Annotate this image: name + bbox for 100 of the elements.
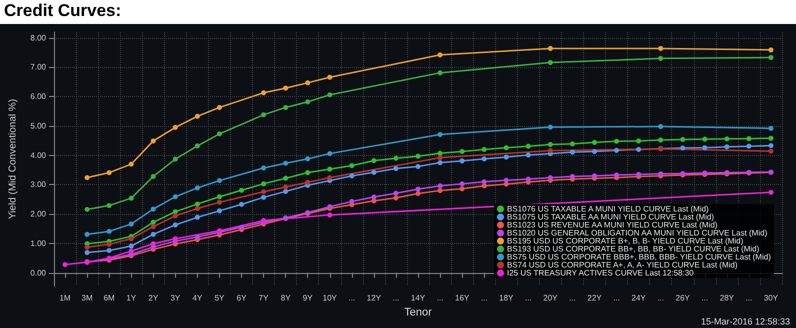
- point: [658, 46, 664, 51]
- point: [216, 208, 222, 214]
- point: [283, 176, 288, 181]
- point: [327, 92, 332, 98]
- point: [504, 145, 509, 150]
- x-tick-label: 18Y: [499, 294, 514, 302]
- point: [305, 99, 310, 104]
- point: [172, 213, 178, 218]
- point: [172, 194, 178, 200]
- point: [172, 236, 178, 242]
- point: [106, 170, 112, 176]
- point: [349, 198, 354, 204]
- point: [283, 104, 288, 110]
- point: [371, 170, 376, 175]
- x-tick-label: 4Y: [192, 294, 203, 302]
- point: [194, 234, 200, 240]
- point: [261, 194, 266, 200]
- y-axis-title: Yield (Mid Conventional %): [8, 98, 18, 220]
- point: [261, 181, 266, 186]
- x-tick-label: ...: [348, 294, 356, 302]
- point: [526, 144, 531, 149]
- point: [194, 114, 200, 119]
- x-tick-label: 1Y: [126, 294, 137, 302]
- point: [438, 132, 443, 137]
- point: [283, 188, 288, 194]
- point: [724, 136, 730, 142]
- point: [128, 162, 134, 167]
- point: [482, 179, 487, 184]
- point: [194, 202, 200, 207]
- point: [283, 160, 288, 166]
- point: [416, 186, 420, 192]
- x-tick-label: 30Y: [764, 294, 779, 302]
- point: [239, 188, 244, 193]
- y-tick-label: 7.00: [30, 62, 47, 72]
- point: [62, 262, 68, 268]
- point: [239, 224, 244, 230]
- legend-label: BS1023 US REVENUE AA MUNI YIELD CURVE Last (Mid): [506, 220, 718, 230]
- point: [327, 151, 332, 156]
- point: [570, 141, 575, 146]
- point: [438, 150, 443, 156]
- x-tick-label: 6Y: [236, 294, 248, 302]
- x-tick-label: ...: [436, 294, 444, 302]
- point: [460, 149, 465, 154]
- point: [482, 156, 487, 162]
- point: [84, 250, 90, 256]
- x-tick-label: 6M: [104, 294, 116, 302]
- point: [172, 209, 178, 214]
- y-tick-label: 6.00: [30, 92, 47, 102]
- point: [438, 188, 443, 194]
- x-tick-label: 3M: [82, 294, 93, 302]
- x-tick-label: 24Y: [631, 294, 646, 302]
- point: [724, 144, 730, 150]
- text: 15-Mar-2016 12:58:33: [700, 316, 790, 326]
- point: [216, 194, 222, 200]
- legend-label: BS1076 US TAXABLE A MUNI YIELD CURVE Last (Mid): [506, 204, 710, 214]
- x-tick-label: ...: [569, 294, 576, 302]
- point: [261, 112, 266, 118]
- point: [327, 166, 332, 172]
- point: [283, 184, 288, 190]
- point: [283, 86, 288, 91]
- point: [680, 136, 686, 142]
- point: [526, 176, 531, 182]
- point: [216, 200, 222, 205]
- y-tick-label: 8.00: [30, 33, 47, 42]
- y-tick-label: 0.00: [30, 268, 47, 278]
- point: [305, 156, 310, 162]
- point: [680, 145, 686, 150]
- point: [216, 131, 222, 136]
- point: [239, 202, 244, 207]
- x-tick-label: 16Y: [455, 294, 470, 302]
- legend-label: BS1020 US GENERAL OBLIGATION AA MUNI YIELD CURVE Last (Mid): [506, 228, 768, 238]
- x-tick-label: 10Y: [322, 294, 338, 302]
- point: [746, 136, 752, 142]
- point: [768, 148, 774, 154]
- point: [702, 145, 708, 150]
- point: [636, 138, 642, 144]
- point: [416, 191, 420, 196]
- point: [658, 56, 664, 61]
- point: [172, 156, 178, 162]
- point: [548, 175, 553, 180]
- x-tick-label: 28Y: [720, 294, 735, 302]
- point: [128, 236, 134, 242]
- point: [482, 183, 487, 188]
- legend-label: BS1075 US TAXABLE AA MUNI YIELD CURVE Last (Mid): [506, 212, 714, 222]
- point: [768, 55, 774, 60]
- point: [636, 146, 642, 152]
- point: [548, 124, 553, 130]
- point: [592, 173, 597, 178]
- point: [570, 174, 575, 179]
- point: [746, 144, 752, 149]
- point: [194, 185, 200, 190]
- point: [84, 232, 90, 237]
- point: [416, 164, 420, 169]
- point: [393, 156, 398, 161]
- chart-title: Credit Curves:: [4, 1, 122, 21]
- point: [84, 206, 90, 212]
- point: [305, 180, 310, 185]
- point: [614, 172, 620, 178]
- x-tick-label: 1M: [59, 294, 71, 302]
- x-tick-label: 7Y: [258, 294, 270, 302]
